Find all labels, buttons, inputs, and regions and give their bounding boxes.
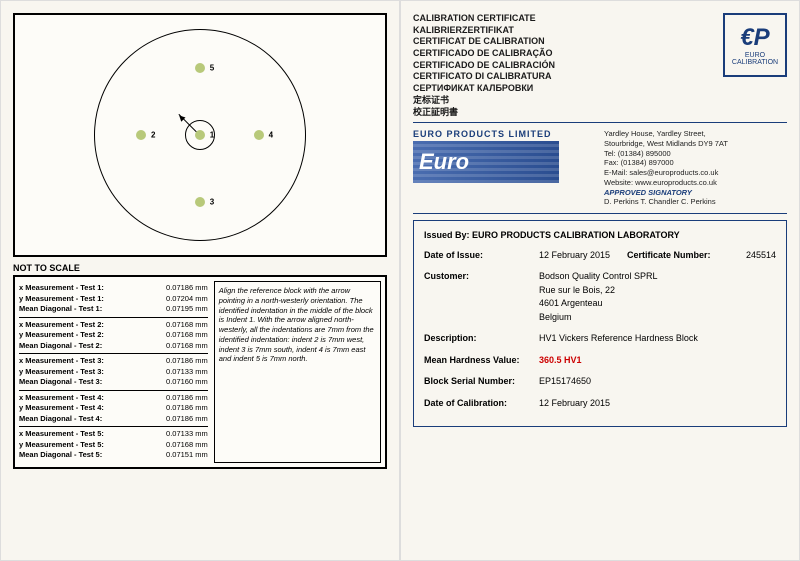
left-page: 1 2 3 4 5 NOT TO SCALE x Measurement - Test … (0, 0, 400, 561)
test-group: x Measurement - Test 5:0.07133 mm y Meas… (19, 427, 208, 463)
indent-label: 2 (151, 131, 155, 140)
date-issue-label: Date of Issue: (424, 249, 539, 263)
company-title: EURO PRODUCTS LIMITED (413, 129, 596, 139)
cert-title-line: CERTIFICAT DE CALIBRATION (413, 36, 555, 48)
cert-title-line: СЕРТИФИКАТ КАЛБРОВКИ (413, 83, 555, 95)
cert-num-label: Certificate Number: (627, 249, 742, 263)
cert-title-line: KALIBRIERZERTIFIKAT (413, 25, 555, 37)
indent-point (254, 130, 264, 140)
caldate-row: Date of Calibration: 12 February 2015 (424, 397, 776, 411)
date-issue-value: 12 February 2015 (539, 249, 610, 263)
ep-logo-icon: €P (740, 24, 769, 52)
cert-num-value: 245514 (746, 249, 776, 263)
date-row: Date of Issue: 12 February 2015 Certific… (424, 249, 776, 263)
description-label: Description: (424, 332, 539, 346)
certificate-titles: CALIBRATION CERTIFICATEKALIBRIERZERTIFIK… (413, 13, 555, 118)
measurements-table: x Measurement - Test 1:0.07186 mm y Meas… (19, 281, 208, 463)
indent-label: 3 (210, 198, 214, 207)
company-address: Yardley House, Yardley Street, Stourbrid… (604, 129, 787, 207)
address-line: Stourbridge, West Midlands DY9 7AT (604, 139, 787, 149)
euro-logo: Euro (413, 141, 559, 183)
test-group: x Measurement - Test 3:0.07186 mm y Meas… (19, 354, 208, 391)
customer-row: Customer: Bodson Quality Control SPRL Ru… (424, 270, 776, 324)
header-row: CALIBRATION CERTIFICATEKALIBRIERZERTIFIK… (413, 13, 787, 123)
indent-label: 1 (210, 131, 214, 140)
description-value: HV1 Vickers Reference Hardness Block (539, 332, 698, 346)
address-line: Yardley House, Yardley Street, (604, 129, 787, 139)
indent-label: 4 (269, 131, 273, 140)
indent-point (136, 130, 146, 140)
serial-value: EP15174650 (539, 375, 591, 389)
ep-logo: €P EURO CALIBRATION (723, 13, 787, 77)
caldate-value: 12 February 2015 (539, 397, 610, 411)
mean-row: Mean Hardness Value: 360.5 HV1 (424, 354, 776, 368)
test-group: x Measurement - Test 1:0.07186 mm y Meas… (19, 281, 208, 318)
instructions-text: Align the reference block with the arrow… (214, 281, 381, 463)
cert-title-line: CERTIFICADO DE CALIBRACIÓN (413, 60, 555, 72)
email-line: E-Mail: sales@europroducts.co.uk (604, 168, 787, 178)
details-box: Issued By: EURO PRODUCTS CALIBRATION LAB… (413, 220, 787, 427)
cert-title-line: CERTIFICADO DE CALIBRAÇÃO (413, 48, 555, 60)
cert-title-line: 定标证书 (413, 95, 555, 107)
caldate-label: Date of Calibration: (424, 397, 539, 411)
ep-logo-text: EURO CALIBRATION (725, 52, 785, 66)
serial-row: Block Serial Number: EP15174650 (424, 375, 776, 389)
fax-line: Fax: (01384) 897000 (604, 158, 787, 168)
indent-point (195, 63, 205, 73)
tel-line: Tel: (01384) 895000 (604, 149, 787, 159)
serial-label: Block Serial Number: (424, 375, 539, 389)
cert-title-line: 校正証明書 (413, 107, 555, 119)
customer-label: Customer: (424, 270, 539, 324)
test-group: x Measurement - Test 2:0.07168 mm y Meas… (19, 318, 208, 355)
customer-value: Bodson Quality Control SPRL Rue sur le B… (539, 270, 658, 324)
indent-label: 5 (210, 63, 214, 72)
company-row: EURO PRODUCTS LIMITED Euro Yardley House… (413, 123, 787, 214)
indent-point (195, 130, 205, 140)
mean-value: 360.5 HV1 (539, 354, 582, 368)
mean-label: Mean Hardness Value: (424, 354, 539, 368)
data-box: x Measurement - Test 1:0.07186 mm y Meas… (13, 275, 387, 469)
not-to-scale-label: NOT TO SCALE (13, 263, 387, 273)
cert-title-line: CALIBRATION CERTIFICATE (413, 13, 555, 25)
description-row: Description: HV1 Vickers Reference Hardn… (424, 332, 776, 346)
test-group: x Measurement - Test 4:0.07186 mm y Meas… (19, 391, 208, 428)
right-page: CALIBRATION CERTIFICATEKALIBRIERZERTIFIK… (400, 0, 800, 561)
web-line: Website: www.europroducts.co.uk (604, 178, 787, 188)
approved-label: APPROVED SIGNATORY (604, 188, 787, 198)
signatories: D. Perkins T. Chandler C. Perkins (604, 197, 787, 207)
cert-title-line: CERTIFICATO DI CALIBRATURA (413, 71, 555, 83)
company-left: EURO PRODUCTS LIMITED Euro (413, 129, 596, 207)
indent-point (195, 197, 205, 207)
issued-by: Issued By: EURO PRODUCTS CALIBRATION LAB… (424, 229, 776, 243)
diagram-area: 1 2 3 4 5 (13, 13, 387, 257)
